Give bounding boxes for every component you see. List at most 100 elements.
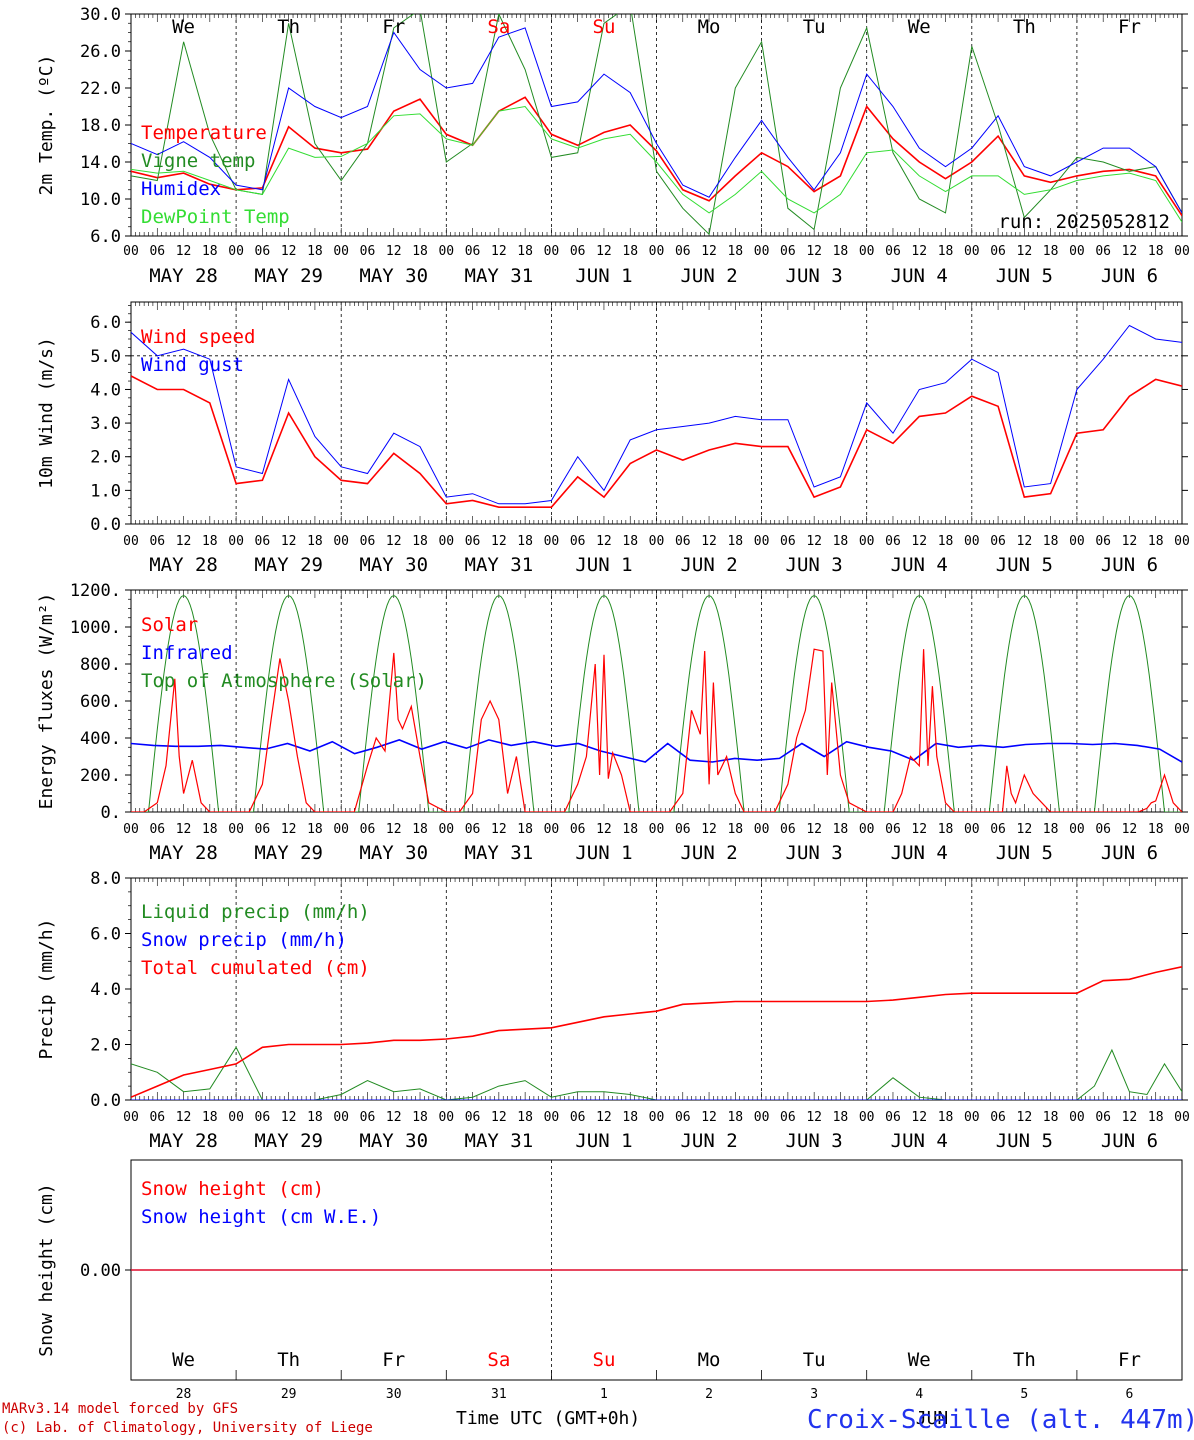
y-tick-label: 3.0 [90,414,121,434]
weekday-label: Th [1013,1349,1036,1371]
x-tick-label: 18 [938,534,954,549]
x-tick-label: 06 [149,822,165,837]
x-tick-label: 00 [544,534,560,549]
x-tick-label: 12 [911,244,927,259]
y-tick-label: 0. [101,803,121,823]
x-tick-label: 18 [727,1110,743,1125]
x-tick-label: 18 [938,1110,954,1125]
x-date-label: JUN 1 [575,842,632,864]
plot-area [131,594,1182,812]
x-tick-label: 06 [675,1110,691,1125]
x-tick-label: 12 [1017,822,1033,837]
y-tick-label: 200. [80,766,121,786]
x-tick-label: 06 [570,534,586,549]
x-tick-label: 00 [123,244,139,259]
x-tick-label: 00 [649,822,665,837]
x-tick-label: 12 [701,1110,717,1125]
legend-entry: Solar [141,614,198,636]
x-date-label: MAY 31 [465,1130,534,1152]
x-tick-label: 00 [754,534,770,549]
series-line-infrared [131,739,1182,763]
x-date-label: MAY 31 [465,265,534,287]
x-tick-label: 18 [412,1110,428,1125]
x-tick-label: 12 [596,244,612,259]
series-line-1 [131,324,1182,505]
x-tick-label: 00 [1174,1110,1190,1125]
x-tick-label: 12 [701,244,717,259]
legend-entry: Snow height (cm W.E.) [141,1206,381,1228]
x-tick-label: 18 [833,1110,849,1125]
x-tick-label: 18 [1043,244,1059,259]
y-tick-label: 5.0 [90,347,121,367]
x-tick-label: 12 [1122,822,1138,837]
x-date-label: MAY 31 [465,554,534,576]
x-date-label: MAY 31 [465,842,534,864]
y-tick-label: 800. [80,655,121,675]
x-tick-label: 00 [123,1110,139,1125]
legend-entry: Snow precip (mm/h) [141,929,347,951]
weekday-label: We [172,16,195,38]
x-tick-label: 06 [149,1110,165,1125]
x-tick-label: 18 [412,822,428,837]
y-tick-label: 600. [80,692,121,712]
weekday-label: Tu [803,16,826,38]
series-line-total [131,965,1182,1098]
y-axis-label: Precip (mm/h) [36,919,57,1060]
x-tick-label: 12 [1017,1110,1033,1125]
x-date-label: MAY 30 [359,1130,428,1152]
x-tick-label: 18 [1148,534,1164,549]
day-number-label: 1 [600,1387,608,1402]
legend-entry: Vigne temp [141,150,255,172]
x-tick-label: 00 [964,822,980,837]
x-date-label: MAY 29 [254,842,323,864]
day-number-label: 4 [915,1387,923,1402]
x-tick-label: 18 [1148,244,1164,259]
x-date-label: JUN 2 [680,1130,737,1152]
y-tick-label: 4.0 [90,980,121,1000]
x-date-label: JUN 5 [996,554,1053,576]
x-tick-label: 12 [911,534,927,549]
day-number-label: 3 [810,1387,818,1402]
x-tick-label: 18 [1043,1110,1059,1125]
legend-entry: Wind speed [141,326,255,348]
x-tick-label: 18 [938,244,954,259]
x-tick-label: 00 [859,822,875,837]
x-tick-label: 12 [1017,244,1033,259]
x-tick-label: 06 [780,1110,796,1125]
x-tick-label: 06 [360,1110,376,1125]
x-tick-label: 18 [622,534,638,549]
x-tick-label: 06 [675,534,691,549]
x-tick-label: 06 [990,244,1006,259]
x-date-label: JUN 5 [996,265,1053,287]
x-tick-label: 00 [1069,1110,1085,1125]
x-tick-label: 06 [570,822,586,837]
legend-entry: Infrared [141,642,233,664]
x-tick-label: 06 [675,244,691,259]
y-tick-label: 0.00 [80,1261,121,1281]
x-tick-label: 12 [386,1110,402,1125]
x-tick-label: 12 [281,244,297,259]
x-tick-label: 18 [517,1110,533,1125]
x-tick-label: 18 [307,244,323,259]
x-tick-label: 06 [990,534,1006,549]
y-tick-label: 6.0 [90,227,121,247]
footer-station: Croix-Scaille (alt. 447m) [807,1405,1194,1435]
series-line-1 [131,14,1182,236]
x-date-label: MAY 30 [359,554,428,576]
x-tick-label: 00 [964,1110,980,1125]
y-tick-label: 6.0 [90,313,121,333]
x-date-label: JUN 1 [575,1130,632,1152]
x-date-label: JUN 6 [1101,265,1158,287]
x-tick-label: 00 [438,244,454,259]
day-number-label: 5 [1020,1387,1028,1402]
x-date-label: JUN 6 [1101,1130,1158,1152]
y-tick-label: 6.0 [90,925,121,945]
x-date-label: JUN 6 [1101,842,1158,864]
series-line-2 [131,27,1182,214]
x-tick-label: 00 [333,244,349,259]
x-tick-label: 18 [833,822,849,837]
x-date-label: JUN 3 [786,842,843,864]
panel-4: 00 06 12 18 00 06 12 18 00 06 12 18 00 06 12 18 00 06 12 18… [36,869,1190,1152]
legend-entry: Snow height (cm) [141,1178,324,1200]
x-tick-label: 12 [386,244,402,259]
